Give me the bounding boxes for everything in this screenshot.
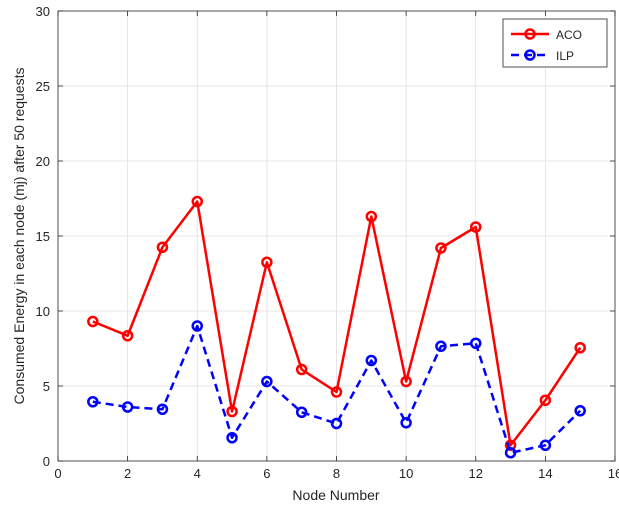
series-line-aco (92, 200, 582, 447)
data-point-aco (191, 195, 203, 208)
y-tick-label: 15 (36, 229, 50, 244)
data-point-aco (574, 342, 586, 354)
data-point-aco (121, 330, 134, 342)
data-point-ilp (156, 403, 169, 415)
data-point-ilp (365, 354, 378, 367)
x-tick-label: 14 (538, 466, 552, 481)
legend-aco-label: ACO (556, 28, 582, 42)
data-point-ilp (121, 401, 134, 413)
y-axis-label: Consumed Energy in each node (mj) after … (11, 68, 27, 405)
data-point-ilp (87, 396, 99, 408)
data-point-aco (87, 315, 99, 328)
y-tick-label: 5 (43, 379, 50, 394)
legend-ilp-marker (524, 49, 536, 61)
data-point-aco (435, 242, 447, 254)
data-point-ilp (504, 447, 517, 459)
data-point-aco (261, 256, 273, 268)
series-layer (87, 195, 586, 459)
x-tick-label: 4 (194, 466, 201, 481)
y-tick-label: 20 (36, 154, 50, 169)
y-tick-label: 25 (36, 79, 50, 94)
data-point-ilp (226, 432, 238, 444)
data-point-aco (470, 221, 482, 233)
data-point-aco (330, 386, 343, 398)
x-tick-label: 12 (469, 466, 483, 481)
data-point-ilp (435, 340, 447, 352)
y-tick-label: 0 (43, 454, 50, 469)
y-tick-label: 10 (36, 304, 50, 319)
x-tick-label: 0 (54, 466, 61, 481)
data-point-ilp (330, 417, 343, 430)
legend-ilp-label: ILP (556, 49, 574, 63)
data-point-aco (156, 241, 169, 253)
tick-layer: 0 2 4 6 8 10 12 14 16 0 5 10 15 20 25 30 (36, 4, 619, 481)
x-tick-label: 8 (333, 466, 340, 481)
y-tick-label: 30 (36, 4, 50, 19)
x-tick-label: 2 (124, 466, 131, 481)
data-point-ilp (400, 417, 412, 429)
data-point-ilp (539, 439, 552, 451)
data-point-aco (365, 210, 378, 223)
legend-box (502, 18, 608, 68)
data-point-ilp (191, 320, 203, 332)
data-point-ilp (574, 405, 586, 417)
data-point-ilp (261, 375, 273, 388)
data-point-aco (226, 405, 238, 418)
data-point-ilp (470, 337, 482, 349)
x-tick-label: 10 (399, 466, 413, 481)
legend-aco-marker (524, 28, 536, 40)
x-axis-label: Node Number (292, 487, 379, 503)
data-point-ilp (295, 406, 308, 418)
x-tick-label: 16 (608, 466, 619, 481)
data-point-aco (295, 363, 308, 376)
legend: ACO ILP (502, 18, 608, 68)
x-tick-label: 6 (263, 466, 270, 481)
data-point-aco (539, 394, 552, 406)
data-point-aco (400, 375, 412, 388)
